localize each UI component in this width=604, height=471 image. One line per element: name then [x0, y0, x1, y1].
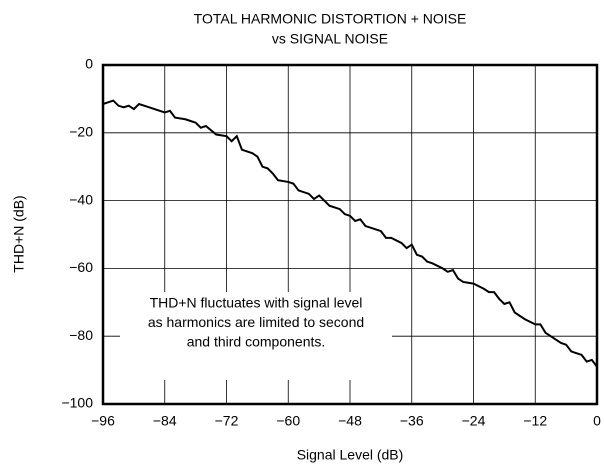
y-axis-label: THD+N (dB) [11, 195, 27, 272]
annotation: THD+N fluctuates with signal level [150, 295, 363, 311]
y-tick-label: −40 [69, 191, 93, 207]
x-axis-label: Signal Level (dB) [297, 447, 404, 463]
y-tick-label: −80 [69, 327, 93, 343]
x-tick-label: 0 [593, 413, 601, 429]
plot-frame [101, 63, 599, 406]
x-tick-label: −12 [523, 413, 547, 429]
chart-title: TOTAL HARMONIC DISTORTION + NOISE [194, 11, 467, 27]
annotation-box [120, 292, 392, 380]
y-tick-label: −100 [61, 395, 93, 411]
annotation: and third components. [187, 334, 326, 350]
chart-subtitle: vs SIGNAL NOISE [272, 31, 388, 47]
x-tick-label: −60 [276, 413, 300, 429]
x-tick-label: −24 [462, 413, 486, 429]
series-line [102, 99, 598, 368]
x-tick-label: −84 [153, 413, 177, 429]
x-tick-label: −48 [338, 413, 362, 429]
y-tick-label: −60 [69, 259, 93, 275]
x-tick-label: −36 [400, 413, 424, 429]
annotation: as harmonics are limited to second [148, 314, 364, 330]
x-tick-label: −96 [91, 413, 115, 429]
y-tick-label: 0 [85, 56, 93, 72]
x-tick-label: −72 [215, 413, 239, 429]
y-tick-label: −20 [69, 124, 93, 140]
